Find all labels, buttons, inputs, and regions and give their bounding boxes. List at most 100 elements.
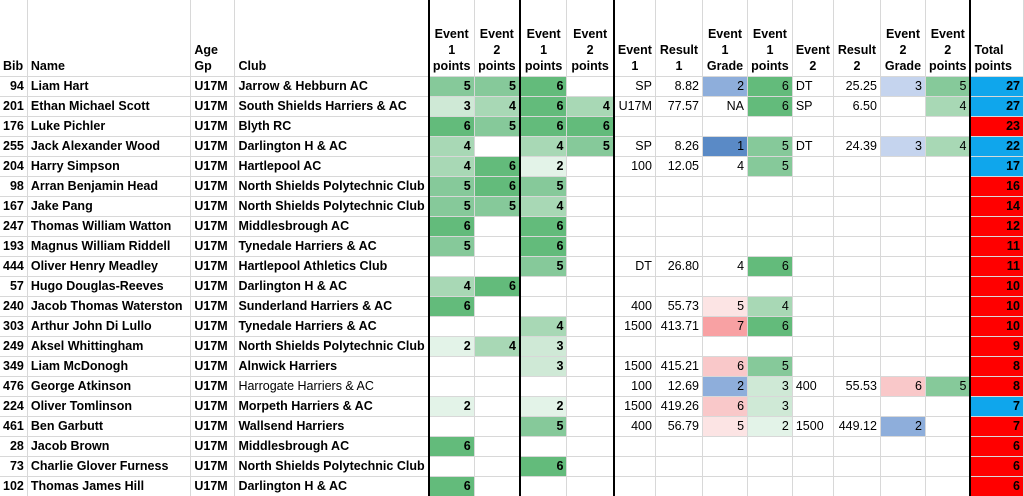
event2-cell[interactable] — [792, 336, 834, 357]
total-points-cell[interactable]: 10 — [970, 296, 1024, 317]
name-cell[interactable]: Jacob Thomas Waterston — [27, 296, 192, 317]
event2-grade-cell[interactable] — [880, 256, 926, 277]
event2-points-b-cell[interactable] — [566, 416, 615, 437]
name-cell[interactable]: Liam Hart — [27, 76, 192, 97]
event2-points-a-cell[interactable] — [474, 136, 521, 157]
result1-cell[interactable]: 12.05 — [655, 156, 703, 177]
event1-cell[interactable]: 1500 — [613, 316, 656, 337]
bib-cell[interactable]: 102 — [0, 476, 28, 496]
name-cell[interactable]: Thomas James Hill — [27, 476, 192, 496]
event1-grade-cell[interactable] — [702, 176, 749, 197]
result2-cell[interactable]: 6.50 — [833, 96, 881, 117]
age-group-cell[interactable]: U17M — [190, 156, 236, 177]
bib-cell[interactable]: 28 — [0, 436, 28, 457]
bib-cell[interactable]: 167 — [0, 196, 28, 217]
event2-grade-cell[interactable] — [880, 336, 926, 357]
total-points-cell[interactable]: 8 — [970, 376, 1024, 397]
event1-points-c-cell[interactable]: 3 — [747, 396, 793, 417]
event2-cell[interactable] — [792, 316, 834, 337]
age-group-cell[interactable]: U17M — [190, 416, 236, 437]
event1-points-c-cell[interactable]: 3 — [747, 376, 793, 397]
event1-points-b-cell[interactable]: 3 — [519, 356, 568, 377]
event1-points-b-cell[interactable] — [519, 296, 568, 317]
event2-points-a-cell[interactable] — [474, 476, 521, 496]
event2-points-a-cell[interactable] — [474, 296, 521, 317]
event1-points-c-cell[interactable]: 5 — [747, 356, 793, 377]
total-points-cell[interactable]: 10 — [970, 276, 1024, 297]
event1-points-c-cell[interactable]: 2 — [747, 416, 793, 437]
event1-points-a-cell[interactable]: 6 — [428, 116, 475, 137]
age-group-cell[interactable]: U17M — [190, 96, 236, 117]
event2-grade-cell[interactable]: 3 — [880, 136, 926, 157]
header-event1-points-c[interactable]: Event 1 points — [747, 0, 793, 77]
event1-points-c-cell[interactable] — [747, 456, 793, 477]
event2-cell[interactable]: 400 — [792, 376, 834, 397]
name-cell[interactable]: Oliver Henry Meadley — [27, 256, 192, 277]
event1-points-b-cell[interactable] — [519, 436, 568, 457]
event2-points-a-cell[interactable] — [474, 416, 521, 437]
event2-points-c-cell[interactable] — [925, 316, 972, 337]
event1-grade-cell[interactable] — [702, 336, 749, 357]
bib-cell[interactable]: 73 — [0, 456, 28, 477]
event1-grade-cell[interactable] — [702, 436, 749, 457]
event1-points-b-cell[interactable]: 6 — [519, 216, 568, 237]
header-event1-points-b[interactable]: Event 1 points — [519, 0, 568, 77]
header-bib[interactable]: Bib — [0, 0, 28, 77]
event2-cell[interactable]: DT — [792, 76, 834, 97]
name-cell[interactable]: Aksel Whittingham — [27, 336, 192, 357]
result2-cell[interactable] — [833, 456, 881, 477]
total-points-cell[interactable]: 23 — [970, 116, 1024, 137]
age-group-cell[interactable]: U17M — [190, 356, 236, 377]
result2-cell[interactable]: 25.25 — [833, 76, 881, 97]
bib-cell[interactable]: 461 — [0, 416, 28, 437]
event1-points-b-cell[interactable]: 6 — [519, 236, 568, 257]
event2-points-a-cell[interactable] — [474, 356, 521, 377]
bib-cell[interactable]: 204 — [0, 156, 28, 177]
event1-points-a-cell[interactable]: 3 — [428, 96, 475, 117]
event1-points-a-cell[interactable]: 5 — [428, 236, 475, 257]
event2-grade-cell[interactable] — [880, 196, 926, 217]
event1-cell[interactable]: 100 — [613, 376, 656, 397]
club-cell[interactable]: Hartlepool Athletics Club — [234, 256, 430, 277]
age-group-cell[interactable]: U17M — [190, 76, 236, 97]
event1-cell[interactable] — [613, 456, 656, 477]
club-cell[interactable]: Tynedale Harriers & AC — [234, 316, 430, 337]
event1-cell[interactable]: 400 — [613, 296, 656, 317]
total-points-cell[interactable]: 8 — [970, 356, 1024, 377]
club-cell[interactable]: Blyth RC — [234, 116, 430, 137]
event1-points-a-cell[interactable]: 4 — [428, 156, 475, 177]
event1-points-b-cell[interactable]: 4 — [519, 136, 568, 157]
event2-grade-cell[interactable] — [880, 356, 926, 377]
total-points-cell[interactable]: 22 — [970, 136, 1024, 157]
event1-grade-cell[interactable] — [702, 116, 749, 137]
event1-points-b-cell[interactable]: 4 — [519, 196, 568, 217]
event2-points-c-cell[interactable] — [925, 256, 972, 277]
event2-grade-cell[interactable] — [880, 216, 926, 237]
event2-points-a-cell[interactable] — [474, 236, 521, 257]
event2-grade-cell[interactable] — [880, 156, 926, 177]
event2-points-c-cell[interactable]: 5 — [925, 76, 972, 97]
total-points-cell[interactable]: 6 — [970, 436, 1024, 457]
result2-cell[interactable] — [833, 196, 881, 217]
event2-cell[interactable]: SP — [792, 96, 834, 117]
event2-points-b-cell[interactable]: 5 — [566, 136, 615, 157]
event2-cell[interactable] — [792, 456, 834, 477]
result1-cell[interactable] — [655, 276, 703, 297]
total-points-cell[interactable]: 7 — [970, 396, 1024, 417]
event2-points-a-cell[interactable]: 6 — [474, 176, 521, 197]
event2-points-b-cell[interactable]: 6 — [566, 116, 615, 137]
header-total-points[interactable]: Total points — [970, 0, 1024, 77]
event2-points-c-cell[interactable] — [925, 196, 972, 217]
bib-cell[interactable]: 255 — [0, 136, 28, 157]
total-points-cell[interactable]: 27 — [970, 96, 1024, 117]
header-name[interactable]: Name — [27, 0, 192, 77]
event1-cell[interactable]: 100 — [613, 156, 656, 177]
header-event2-grade[interactable]: Event 2 Grade — [880, 0, 926, 77]
header-event1-grade[interactable]: Event 1 Grade — [702, 0, 749, 77]
bib-cell[interactable]: 249 — [0, 336, 28, 357]
event1-grade-cell[interactable]: 4 — [702, 256, 749, 277]
age-group-cell[interactable]: U17M — [190, 116, 236, 137]
event2-points-a-cell[interactable] — [474, 256, 521, 277]
event1-points-c-cell[interactable] — [747, 476, 793, 496]
event2-cell[interactable] — [792, 356, 834, 377]
